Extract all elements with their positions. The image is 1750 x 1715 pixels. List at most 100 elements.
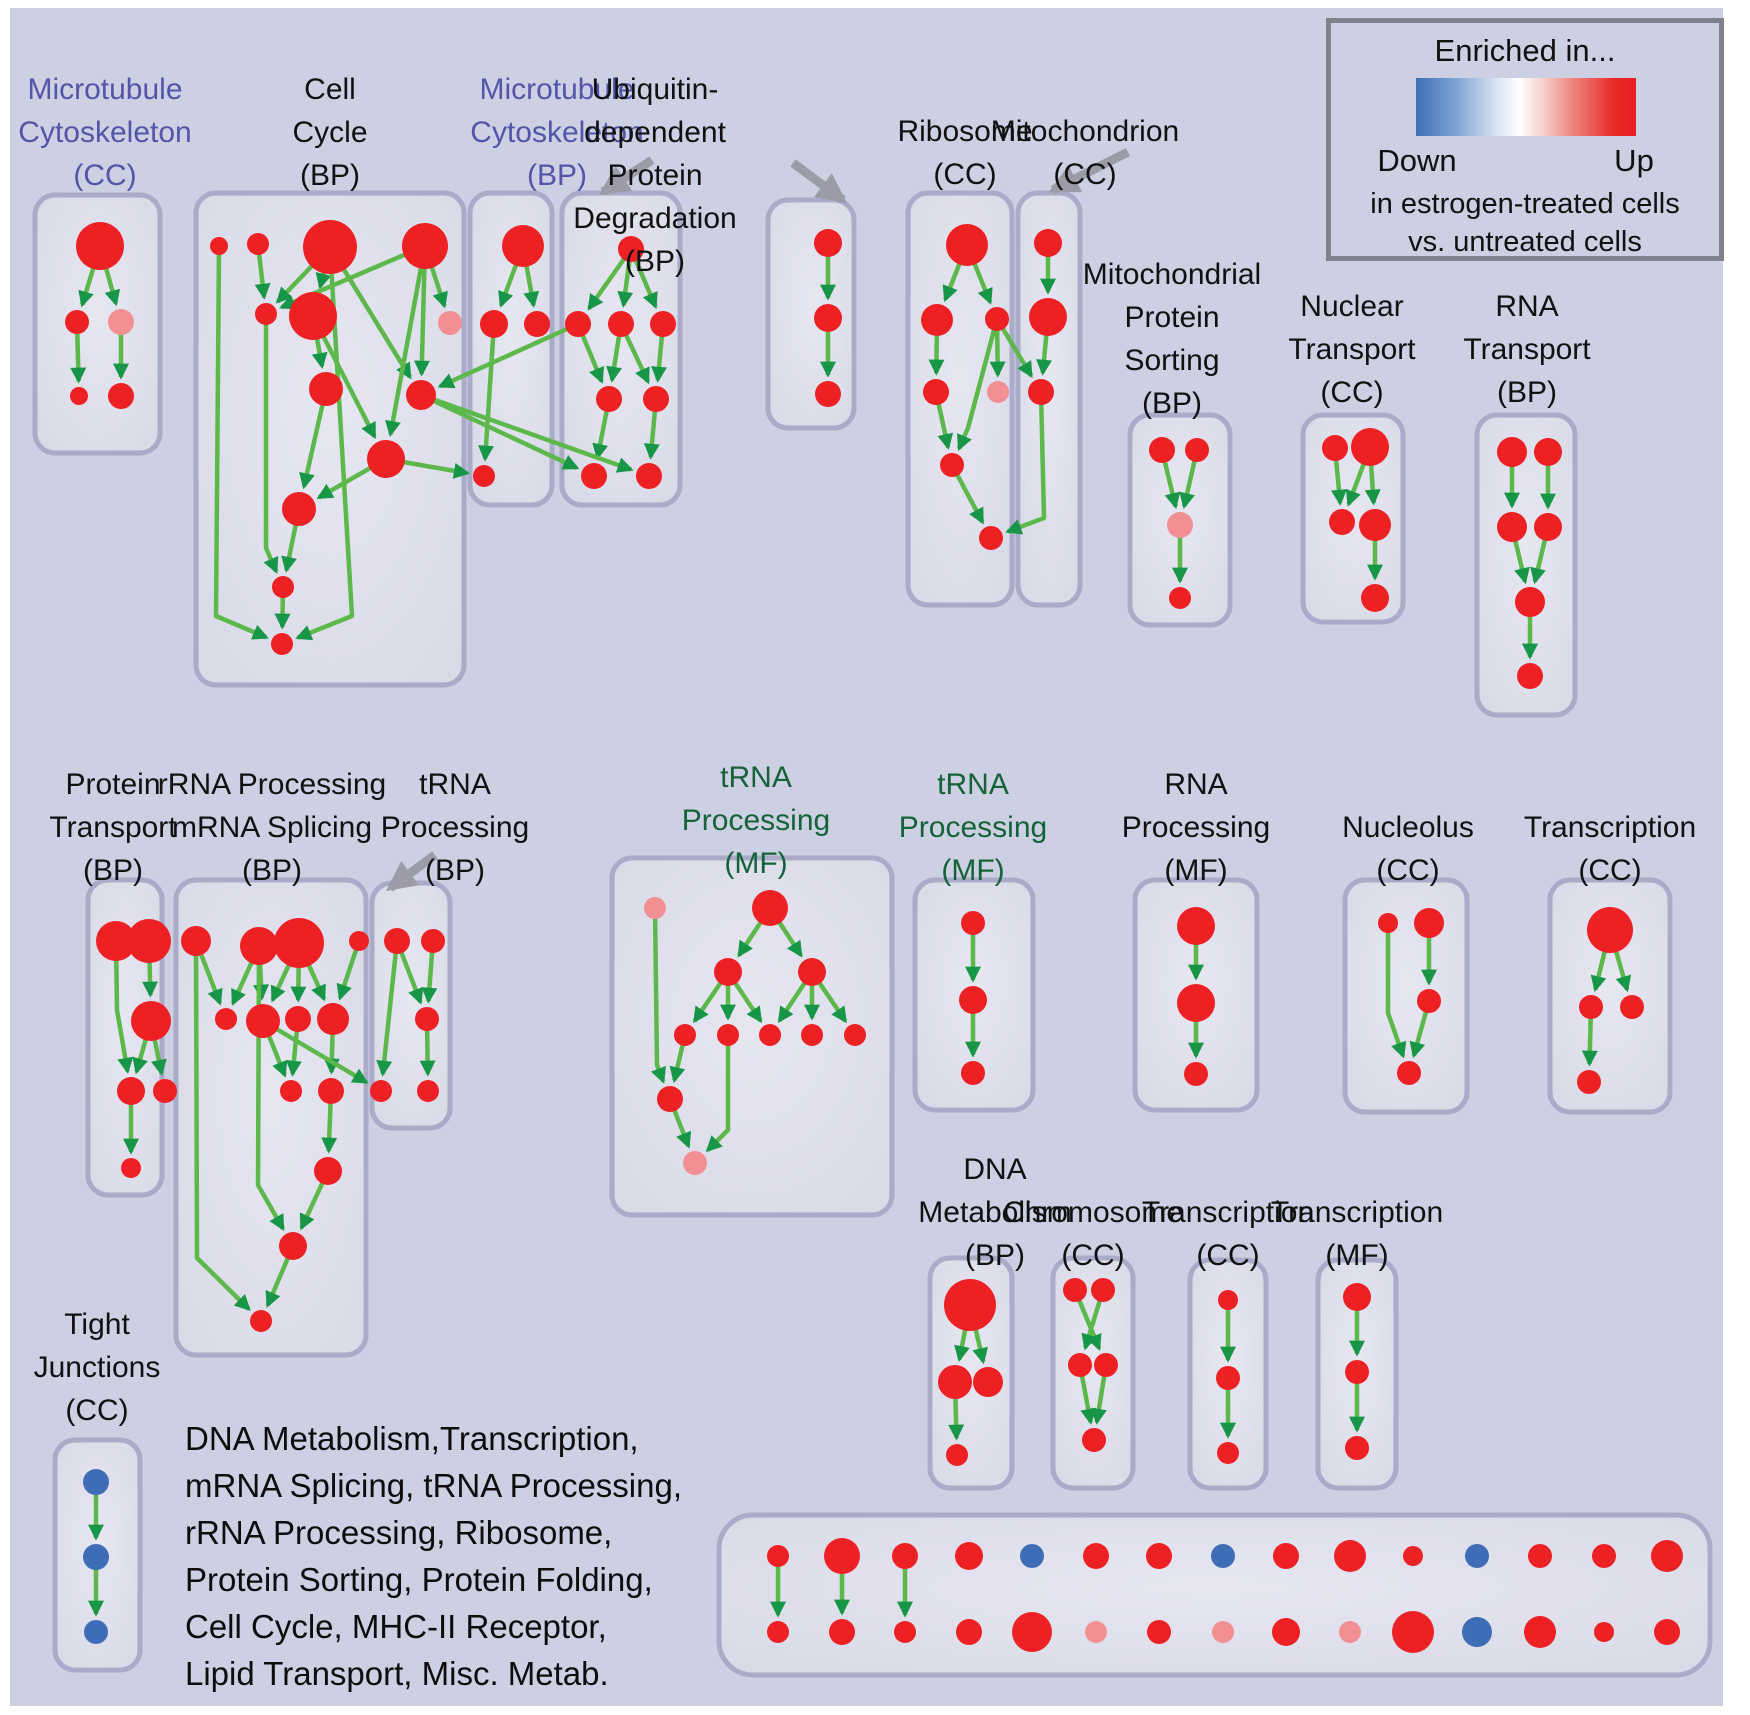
go-term-node — [1149, 437, 1175, 463]
go-term-node — [596, 386, 622, 412]
go-term-node — [674, 1024, 696, 1046]
go-term-node — [255, 303, 277, 325]
go-term-node — [1417, 989, 1441, 1013]
go-term-node — [1620, 995, 1644, 1019]
group-box-chromosome — [1050, 1255, 1136, 1491]
go-term-node — [1587, 907, 1633, 953]
go-term-node — [801, 1024, 823, 1046]
group-label-ribosome: Ribosome (CC) — [897, 115, 1033, 191]
go-term-node — [1029, 298, 1067, 336]
go-term-node — [83, 1544, 109, 1570]
go-term-node — [1361, 584, 1389, 612]
go-term-node — [438, 311, 462, 335]
legend-up-label: Up — [1614, 143, 1654, 178]
go-term-node — [349, 931, 369, 951]
go-term-node — [938, 1365, 972, 1399]
go-term-node — [1020, 1544, 1044, 1568]
go-term-node — [384, 928, 410, 954]
go-term-node — [1524, 1616, 1556, 1648]
go-term-node — [892, 1543, 918, 1569]
go-term-node — [650, 311, 676, 337]
go-term-node — [767, 1545, 789, 1567]
group-label-protein_tr: Protein Transport (BP) — [49, 768, 177, 887]
go-term-node — [502, 225, 544, 267]
label-pointer-arrow — [790, 159, 848, 204]
go-term-node — [121, 1158, 141, 1178]
go-term-node — [946, 1444, 968, 1466]
go-term-node — [415, 1007, 439, 1031]
go-term-node — [1147, 1620, 1171, 1644]
go-edge — [295, 246, 355, 641]
go-term-node — [1329, 509, 1355, 535]
go-term-node — [1272, 1618, 1300, 1646]
footnote-text: DNA Metabolism,Transcription, mRNA Splic… — [185, 1420, 683, 1692]
go-term-node — [96, 921, 136, 961]
go-term-node — [759, 1024, 781, 1046]
go-term-node — [921, 304, 953, 336]
group-label-cell_cycle: Cell Cycle (BP) — [292, 73, 368, 192]
go-term-node — [240, 927, 278, 965]
go-term-node — [271, 633, 293, 655]
go-term-node — [1515, 587, 1545, 617]
go-term-node — [1528, 1544, 1552, 1568]
go-term-node — [829, 1619, 855, 1645]
go-term-node — [309, 372, 343, 406]
go-term-node — [1462, 1617, 1492, 1647]
legend-title: Enriched in... — [1434, 33, 1616, 68]
go-term-node — [581, 463, 607, 489]
go-term-node — [643, 386, 669, 412]
go-term-node — [1594, 1622, 1614, 1642]
go-term-node — [131, 1001, 171, 1041]
go-term-node — [314, 1157, 342, 1185]
go-term-node — [1273, 1543, 1299, 1569]
group-label-trna_mf_lg: tRNA Processing (MF) — [681, 761, 831, 880]
go-edge — [957, 318, 1000, 451]
go-term-node — [1146, 1543, 1172, 1569]
group-label-mito: Mitochondrion (CC) — [990, 115, 1180, 191]
go-term-node — [946, 224, 988, 266]
go-term-node — [402, 223, 448, 269]
go-term-node — [1334, 1540, 1366, 1572]
go-term-node — [1063, 1278, 1087, 1302]
go-term-node — [1211, 1544, 1235, 1568]
go-term-node — [1414, 908, 1444, 938]
go-term-node — [210, 237, 228, 255]
group-label-tight_junc: Tight Junctions (CC) — [33, 1308, 161, 1427]
go-term-node — [923, 379, 949, 405]
go-term-node — [1465, 1544, 1489, 1568]
go-term-node — [618, 236, 644, 262]
go-term-node — [70, 387, 88, 405]
go-term-node — [1322, 435, 1348, 461]
go-term-node — [1579, 995, 1603, 1019]
go-term-node — [1651, 1540, 1683, 1572]
go-term-node — [814, 229, 842, 257]
go-term-node — [657, 1086, 683, 1112]
go-term-node — [317, 1003, 349, 1035]
legend-panel: Enriched in... Down Up in estrogen-treat… — [1326, 18, 1724, 261]
go-term-node — [524, 311, 550, 337]
group-label-mito_ps: Mitochondrial Protein Sorting (BP) — [1082, 258, 1262, 420]
go-term-node — [565, 311, 591, 337]
go-term-node — [279, 1232, 307, 1260]
go-term-node — [1068, 1353, 1092, 1377]
go-term-node — [247, 233, 269, 255]
go-term-node — [274, 918, 324, 968]
nodes-layer — [65, 220, 1683, 1653]
go-term-node — [370, 1080, 392, 1102]
go-term-node — [1177, 907, 1215, 945]
group-label-mt_cc: Microtubule Cytoskeleton (CC) — [18, 73, 192, 192]
go-term-node — [1345, 1436, 1369, 1460]
go-edge — [385, 245, 428, 438]
go-term-node — [1392, 1611, 1434, 1653]
group-label-ub_deg: Ubiquitin- dependent Protein Degradation… — [573, 73, 737, 278]
go-term-node — [1359, 509, 1391, 541]
group-label-chromosome: Chromosome (CC) — [1002, 1196, 1184, 1272]
go-term-node — [1028, 379, 1054, 405]
go-term-node — [1497, 437, 1527, 467]
go-edge — [420, 392, 580, 470]
go-term-node — [76, 222, 124, 270]
group-label-trans_cc2: Transcription (CC) — [1141, 1196, 1315, 1272]
go-term-node — [1343, 1283, 1371, 1311]
legend-down-label: Down — [1377, 143, 1457, 178]
go-term-node — [1351, 428, 1389, 466]
